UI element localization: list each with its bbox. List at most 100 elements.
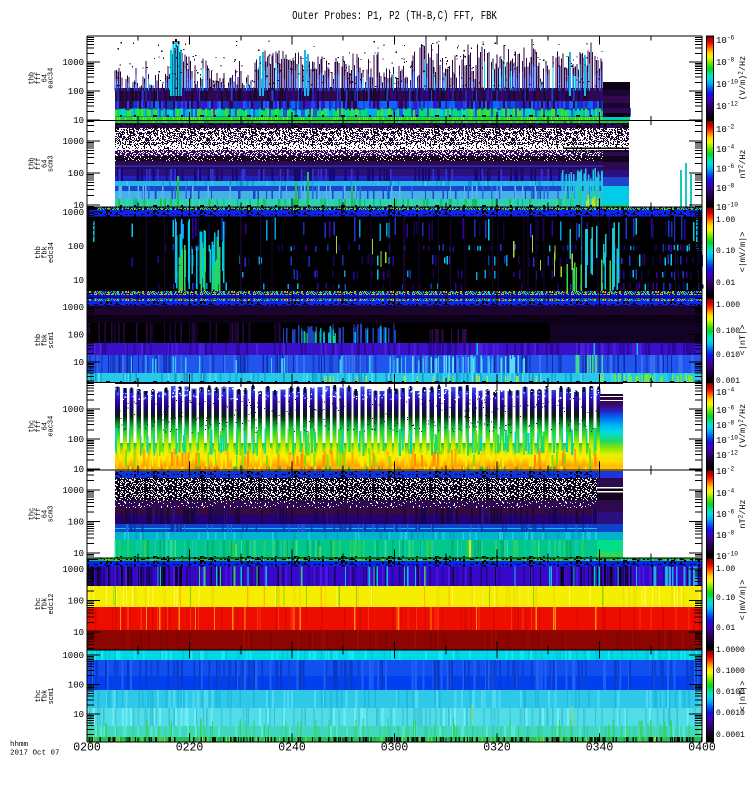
svg-text:0.100: 0.100 xyxy=(716,327,740,336)
svg-text:10-10: 10-10 xyxy=(716,435,738,447)
svg-text:scm3: scm3 xyxy=(48,506,56,523)
svg-text:edc12: edc12 xyxy=(48,593,56,614)
svg-text:0.1000: 0.1000 xyxy=(716,667,745,676)
svg-text:fff: fff xyxy=(35,157,43,170)
svg-text:10-6: 10-6 xyxy=(716,405,735,417)
svg-text:thc: thc xyxy=(29,420,37,433)
svg-text:fff: fff xyxy=(35,420,43,433)
svg-text:1000: 1000 xyxy=(62,137,84,147)
svg-text:10: 10 xyxy=(73,276,84,286)
svg-text:100: 100 xyxy=(68,435,84,445)
svg-text:10-10: 10-10 xyxy=(716,551,738,563)
svg-text:64: 64 xyxy=(41,74,49,82)
svg-text:0.01: 0.01 xyxy=(716,279,735,288)
svg-text:1.00: 1.00 xyxy=(716,565,735,574)
svg-text:10-8: 10-8 xyxy=(716,420,735,432)
svg-text:0300: 0300 xyxy=(381,742,409,755)
svg-text:10: 10 xyxy=(73,549,84,559)
svg-text:0240: 0240 xyxy=(278,742,306,755)
svg-text:10-10: 10-10 xyxy=(716,202,738,214)
svg-text:fbk: fbk xyxy=(41,334,49,347)
svg-text:1000: 1000 xyxy=(62,58,84,68)
svg-text:0320: 0320 xyxy=(483,742,511,755)
svg-text:nT2/Hz: nT2/Hz xyxy=(738,499,749,528)
svg-text:0340: 0340 xyxy=(586,742,614,755)
svg-text:100: 100 xyxy=(68,518,84,528)
svg-text:thb: thb xyxy=(29,157,37,170)
svg-text:10-2: 10-2 xyxy=(716,124,735,136)
svg-text:thb: thb xyxy=(35,246,43,259)
svg-text:thb: thb xyxy=(35,334,43,347)
svg-text:64: 64 xyxy=(41,422,49,430)
svg-text:10-8: 10-8 xyxy=(716,530,735,542)
svg-text:0220: 0220 xyxy=(176,742,204,755)
svg-text:1000: 1000 xyxy=(62,486,84,496)
svg-text:100: 100 xyxy=(68,87,84,97)
svg-text:10: 10 xyxy=(73,116,84,126)
svg-text:10-6: 10-6 xyxy=(716,35,735,47)
svg-text:1000: 1000 xyxy=(62,303,84,313)
svg-text:1.00: 1.00 xyxy=(716,216,735,225)
svg-text:10-6: 10-6 xyxy=(716,509,735,521)
svg-text:10-4: 10-4 xyxy=(716,387,735,399)
svg-text:thc: thc xyxy=(35,598,43,611)
svg-text:10-12: 10-12 xyxy=(716,450,738,462)
svg-text:scm1: scm1 xyxy=(48,688,56,705)
svg-text:10: 10 xyxy=(73,465,84,475)
svg-text:fbk: fbk xyxy=(41,690,49,703)
svg-text:thc: thc xyxy=(35,690,43,703)
svg-text:<|nT|>: <|nT|> xyxy=(738,681,748,712)
svg-text:eac34: eac34 xyxy=(48,68,56,89)
svg-text:0.10: 0.10 xyxy=(716,594,735,603)
svg-text:10: 10 xyxy=(73,628,84,638)
svg-text:eac34: eac34 xyxy=(48,416,56,437)
svg-text:1000: 1000 xyxy=(62,208,84,218)
svg-text:0.010: 0.010 xyxy=(716,351,740,360)
svg-text:1.000: 1.000 xyxy=(716,301,740,310)
svg-text:1.0000: 1.0000 xyxy=(716,646,745,655)
svg-text:10-12: 10-12 xyxy=(716,101,738,113)
svg-text:10-4: 10-4 xyxy=(716,488,735,500)
svg-text:scm1: scm1 xyxy=(48,332,56,349)
svg-text:(V/m)2/Hz: (V/m)2/Hz xyxy=(738,56,749,100)
svg-text:<|nT|>: <|nT|> xyxy=(738,325,748,356)
svg-text:100: 100 xyxy=(68,597,84,607)
svg-text:0.0100: 0.0100 xyxy=(716,688,745,697)
svg-text:edc34: edc34 xyxy=(48,242,56,263)
svg-text:fff: fff xyxy=(35,72,43,85)
svg-text:0200: 0200 xyxy=(73,742,101,755)
svg-text:100: 100 xyxy=(68,169,84,179)
svg-text:scm3: scm3 xyxy=(48,155,56,172)
svg-text:100: 100 xyxy=(68,331,84,341)
svg-text:1000: 1000 xyxy=(62,405,84,415)
svg-text:0.0001: 0.0001 xyxy=(716,731,745,740)
svg-text:10: 10 xyxy=(73,358,84,368)
svg-text:thb: thb xyxy=(29,72,37,85)
svg-text:10-2: 10-2 xyxy=(716,466,735,478)
svg-text:64: 64 xyxy=(41,510,49,518)
svg-text:10: 10 xyxy=(73,710,84,720)
svg-text:0.001: 0.001 xyxy=(716,377,740,386)
svg-text:2017 Oct 07: 2017 Oct 07 xyxy=(10,750,60,758)
svg-text:10-8: 10-8 xyxy=(716,183,735,195)
svg-text:1000: 1000 xyxy=(62,651,84,661)
svg-text:10-8: 10-8 xyxy=(716,57,735,69)
svg-text:Outer Probes: P1, P2 (TH-B,C): Outer Probes: P1, P2 (TH-B,C) FFT, FBK xyxy=(292,10,497,24)
svg-text:thc: thc xyxy=(29,508,37,521)
svg-text:(V/m)2/Hz: (V/m)2/Hz xyxy=(738,404,749,448)
svg-text:fff: fff xyxy=(35,508,43,521)
svg-text:hhmm: hhmm xyxy=(10,741,29,749)
svg-text:10-6: 10-6 xyxy=(716,163,735,175)
svg-text:nT2/Hz: nT2/Hz xyxy=(738,149,749,178)
svg-text:0.0010: 0.0010 xyxy=(716,709,745,718)
svg-text:fbk: fbk xyxy=(41,598,49,611)
svg-text:fbk: fbk xyxy=(41,246,49,259)
svg-text:<|mV/m|>: <|mV/m|> xyxy=(738,580,748,621)
svg-text:100: 100 xyxy=(68,242,84,252)
svg-text:64: 64 xyxy=(41,160,49,168)
svg-text:0.01: 0.01 xyxy=(716,624,735,633)
svg-text:1000: 1000 xyxy=(62,565,84,575)
svg-text:10: 10 xyxy=(73,201,84,211)
svg-text:10-10: 10-10 xyxy=(716,79,738,91)
svg-text:10-4: 10-4 xyxy=(716,144,735,156)
